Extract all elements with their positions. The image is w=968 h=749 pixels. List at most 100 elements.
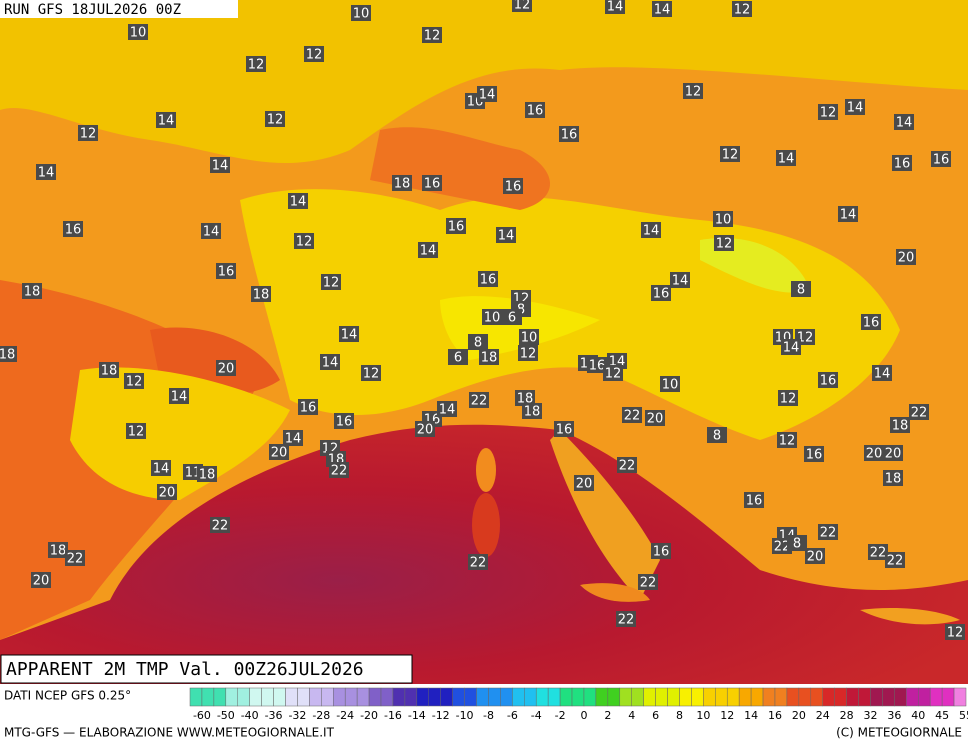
station-label: 14 xyxy=(320,354,340,371)
color-swatch xyxy=(512,687,525,707)
station-box xyxy=(683,83,703,99)
color-swatch xyxy=(476,687,489,707)
scale-label: -16 xyxy=(384,709,402,722)
station-box xyxy=(151,460,171,476)
station-box xyxy=(36,164,56,180)
station-box xyxy=(818,524,838,540)
color-swatch xyxy=(440,687,453,707)
station-label: 14 xyxy=(641,222,661,239)
station-box xyxy=(519,329,539,345)
color-swatch xyxy=(882,687,895,707)
station-label: 12 xyxy=(777,432,797,449)
station-box xyxy=(210,157,230,173)
scale-label: 24 xyxy=(816,709,830,722)
color-swatch xyxy=(595,687,609,707)
station-box xyxy=(418,242,438,258)
color-swatch xyxy=(380,687,394,707)
station-label: 12 xyxy=(422,27,442,44)
title-box xyxy=(0,654,413,684)
station-value: 18 xyxy=(885,472,902,487)
station-value: 16 xyxy=(448,220,465,235)
station-label: 12 xyxy=(265,111,285,128)
station-box xyxy=(479,349,499,365)
station-label: 14 xyxy=(477,86,497,103)
station-box xyxy=(518,345,538,361)
station-value: 20 xyxy=(647,412,664,427)
color-swatch xyxy=(906,687,919,707)
station-value: 16 xyxy=(561,128,578,143)
station-value: 16 xyxy=(933,153,950,168)
color-swatch xyxy=(822,687,835,707)
station-label: 22 xyxy=(469,392,489,409)
station-label: 20 xyxy=(415,421,435,438)
station-value: 12 xyxy=(126,375,143,390)
station-label: 14 xyxy=(776,150,796,167)
credit-label: MTG-GFS — ELABORAZIONE WWW.METEOGIORNALE… xyxy=(4,726,335,740)
station-label: 16 xyxy=(525,102,545,119)
station-label: 10 xyxy=(128,24,148,41)
station-value: 16 xyxy=(894,157,911,172)
station-value: 14 xyxy=(38,166,55,181)
station-label: 22 xyxy=(622,407,642,424)
color-swatch xyxy=(691,687,704,707)
station-box xyxy=(246,56,266,72)
station-box xyxy=(477,86,497,102)
scale-label: -40 xyxy=(241,709,259,722)
station-value: 14 xyxy=(158,114,175,129)
scale-label: -50 xyxy=(217,709,235,722)
scale-label: 45 xyxy=(935,709,949,722)
station-value: 20 xyxy=(576,477,593,492)
station-value: 12 xyxy=(520,347,537,362)
station-box xyxy=(791,281,811,297)
station-label: 10 xyxy=(482,309,502,326)
station-value: 22 xyxy=(911,406,928,421)
station-box xyxy=(559,126,579,142)
station-label: 20 xyxy=(269,444,289,461)
station-box xyxy=(781,339,801,355)
station-box xyxy=(99,362,119,378)
station-box xyxy=(861,314,881,330)
station-label: 14 xyxy=(201,223,221,240)
station-label: 12 xyxy=(246,56,266,73)
station-label: 12 xyxy=(294,233,314,250)
station-value: 16 xyxy=(746,494,763,509)
station-label: 16 xyxy=(587,357,607,374)
station-value: 22 xyxy=(774,540,791,555)
station-value: 22 xyxy=(640,576,657,591)
scale-label: -2 xyxy=(555,709,566,722)
station-box xyxy=(361,365,381,381)
station-box xyxy=(617,457,637,473)
station-box xyxy=(251,286,271,302)
station-value: 10 xyxy=(130,26,147,41)
color-scale: -60 -50 -40 -36 -32 -28 -24 -20 -16 -14 -12 -10 -8 -6… xyxy=(189,687,968,722)
station-box xyxy=(638,574,658,590)
station-box xyxy=(482,309,502,325)
station-value: 14 xyxy=(171,390,188,405)
station-label: 18 xyxy=(48,542,68,559)
station-value: 12 xyxy=(323,276,340,291)
station-box xyxy=(890,417,910,433)
station-label: 16 xyxy=(744,492,764,509)
station-box xyxy=(651,285,671,301)
station-box xyxy=(496,227,516,243)
station-value: 14 xyxy=(203,225,220,240)
station-label: 20 xyxy=(574,475,594,492)
map-title: APPARENT 2M TMP Val. 00Z26JUL2026 xyxy=(6,659,364,680)
station-label: 12 xyxy=(321,274,341,291)
station-box xyxy=(641,222,661,238)
station-value: 16 xyxy=(863,316,880,331)
station-box xyxy=(334,413,354,429)
scale-label: -6 xyxy=(507,709,518,722)
station-box xyxy=(645,410,665,426)
station-label: 22 xyxy=(885,552,905,569)
station-box xyxy=(156,112,176,128)
station-box xyxy=(805,548,825,564)
station-value: 22 xyxy=(618,613,635,628)
station-label: 20 xyxy=(864,445,884,462)
station-value: 14 xyxy=(341,328,358,343)
station-box xyxy=(652,1,672,17)
station-box xyxy=(605,0,625,14)
scale-label: -28 xyxy=(312,709,330,722)
station-box xyxy=(868,544,888,560)
station-value: 12 xyxy=(514,0,531,13)
